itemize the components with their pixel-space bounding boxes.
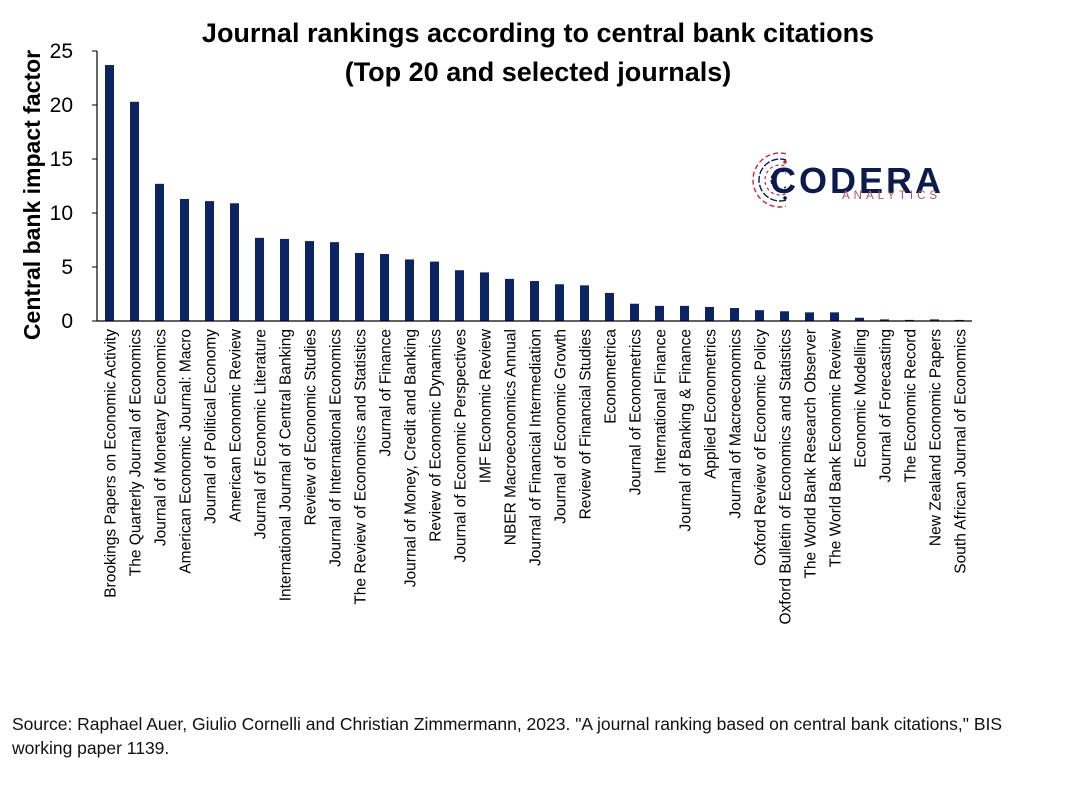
bar [705,306,714,321]
x-tick-label: Journal of Economic Perspectives [453,329,470,563]
y-tick-label: 5 [61,256,73,279]
bar [930,319,939,321]
logo-tagline: ANALYTICS [842,190,941,202]
bar [155,183,164,321]
chart-title-line-2: (Top 20 and selected journals) [345,57,732,87]
y-axis: 0 5 10 15 20 25 [50,40,98,333]
bar [530,281,539,321]
bar [380,254,389,321]
x-tick-label: Journal of Econometrics [628,329,645,496]
x-tick-labels: Brookings Papers on Economic Activity The… [103,328,970,624]
x-tick-label: Applied Econometrics [703,329,720,479]
source-note: Source: Raphael Auer, Giulio Cornelli an… [12,714,1003,758]
bar [880,319,889,321]
x-tick-label: American Economic Journal: Macro [178,329,195,574]
bar [680,305,689,321]
bar [330,242,339,321]
x-tick-label: South African Journal of Economics [953,329,970,574]
y-tick-label: 10 [50,202,73,225]
x-tick-label: Journal of Macroeconomics [728,329,745,519]
y-tick-label: 0 [61,310,73,333]
bar [580,285,589,321]
bar [455,270,464,321]
x-tick-label: Journal of International Economics [328,329,345,567]
x-tick-label: Review of Economic Studies [303,329,320,526]
x-tick-label: Oxford Bulletin of Economics and Statist… [778,329,795,625]
bar [780,311,789,321]
x-tick-label: Journal of Financial Intermediation [528,329,545,566]
x-tick-label: International Finance [653,329,670,474]
x-tick-label: NBER Macroeconomics Annual [503,329,520,545]
bar [555,284,564,321]
x-tick-label: Journal of Economic Growth [553,329,570,524]
x-tick-label: Journal of Banking & Finance [678,329,695,531]
x-tick-label: Econometrica [603,329,620,424]
x-tick-label: Journal of Money, Credit and Banking [403,329,420,587]
logo-mark-icon [752,150,812,210]
x-tick-label: Journal of Finance [378,329,395,457]
y-tick-label: 25 [50,40,73,63]
x-tick-label: International Journal of Central Banking [278,329,295,601]
bar [180,198,189,321]
bar [605,292,614,321]
x-tick-label: Journal of Political Economy [203,329,220,524]
y-tick-label: 15 [50,148,73,171]
bar [755,310,764,321]
y-axis-label: Central bank impact factor [19,50,45,340]
chart-title: Journal rankings according to central ba… [202,18,874,87]
x-tick-label: Journal of Monetary Economics [153,329,170,546]
bar [205,201,214,321]
y-tick-label: 20 [50,94,73,117]
bar [305,241,314,321]
x-tick-label: The Economic Record [903,329,920,482]
bar [280,238,289,321]
x-tick-label: Economic Modelling [853,329,870,468]
x-tick-label: Journal of Economic Literature [253,329,270,539]
x-tick-label: Oxford Review of Economic Policy [753,329,770,566]
x-tick-label: New Zealand Economic Papers [928,329,945,546]
x-tick-label: The World Bank Economic Review [828,328,845,567]
bar [855,317,864,321]
bar [805,312,814,321]
bar [105,65,114,321]
x-tick-label: Brookings Papers on Economic Activity [103,329,120,598]
x-tick-label: The World Bank Research Observer [803,329,820,579]
bar [130,101,139,321]
x-tick-label: Review of Financial Studies [578,329,595,520]
x-tick-label: Review of Economic Dynamics [428,329,445,542]
bar [355,252,364,321]
bar [830,312,839,321]
bar [230,203,239,321]
bars [105,65,964,321]
chart-title-line-1: Journal rankings according to central ba… [202,18,874,48]
bar [630,303,639,321]
bar [730,308,739,321]
logo-wordmark: CODERA [770,160,944,201]
x-tick-label: The Quarterly Journal of Economics [128,329,145,576]
bar [505,278,514,321]
codera-logo: CODERA ANALYTICS [752,150,944,210]
bar [430,261,439,321]
x-tick-label: Journal of Forecasting [878,329,895,482]
x-tick-label: The Review of Economics and Statistics [353,329,370,605]
bar [480,272,489,321]
bar [405,259,414,321]
x-tick-label: IMF Economic Review [478,328,495,483]
x-tick-label: American Economic Review [228,328,245,522]
bar [655,305,664,321]
bar [255,237,264,321]
